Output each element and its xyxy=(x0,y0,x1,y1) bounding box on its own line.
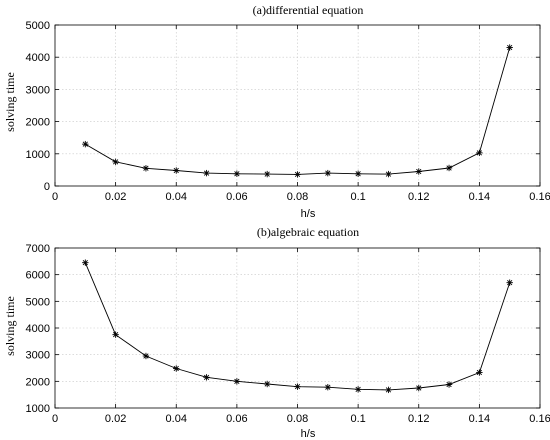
data-point-marker xyxy=(415,384,422,392)
y-tick-label: 2000 xyxy=(26,376,50,388)
chart-algebraic-equation: (b)algebraic equation solving time h/s 0… xyxy=(3,225,550,440)
data-point-marker xyxy=(476,369,483,376)
x-axis-label: h/s xyxy=(301,208,316,220)
y-tick-label: 1000 xyxy=(26,403,50,415)
y-tick-label: 0 xyxy=(44,181,50,193)
data-point-marker xyxy=(324,169,332,177)
data-point-marker xyxy=(506,44,513,51)
y-tick-label: 4000 xyxy=(26,323,50,335)
data-point-marker xyxy=(203,374,210,381)
data-series xyxy=(82,259,513,394)
x-tick-label: 0.1 xyxy=(350,191,365,203)
data-point-marker xyxy=(233,378,241,385)
tick-labels: 0 0.02 0.04 0.06 0.08 0.1 0.12 0.14 0.16 0 1000 200… xyxy=(26,20,550,203)
y-tick-label: 5000 xyxy=(26,20,50,32)
x-tick-label: 0 xyxy=(52,413,58,425)
data-point-marker xyxy=(112,158,119,166)
data-point-marker xyxy=(263,380,271,388)
data-point-marker xyxy=(233,170,241,177)
y-axis-label: solving time xyxy=(3,296,17,356)
data-series xyxy=(82,44,513,178)
data-point-marker xyxy=(445,164,453,172)
data-point-marker xyxy=(354,386,362,393)
y-tick-label: 4000 xyxy=(26,52,50,64)
x-tick-label: 0.06 xyxy=(226,191,247,203)
x-tick-label: 0.14 xyxy=(469,413,490,425)
y-tick-label: 2000 xyxy=(26,117,50,129)
y-axis-label: solving time xyxy=(3,72,17,132)
grid-lines xyxy=(55,25,540,186)
data-point-marker xyxy=(506,279,513,286)
y-tick-label: 7000 xyxy=(26,243,50,255)
data-point-marker xyxy=(112,331,119,338)
y-tick-label: 5000 xyxy=(26,296,50,308)
x-tick-label: 0.08 xyxy=(287,413,308,425)
y-tick-label: 1000 xyxy=(26,149,50,161)
data-point-marker xyxy=(476,149,483,157)
x-tick-label: 0.16 xyxy=(529,191,550,203)
data-point-marker xyxy=(354,170,362,177)
y-tick-label: 3000 xyxy=(26,350,50,362)
x-tick-label: 0 xyxy=(52,191,58,203)
x-tick-label: 0.02 xyxy=(105,191,126,203)
x-tick-label: 0.16 xyxy=(529,413,550,425)
x-tick-label: 0.14 xyxy=(469,191,490,203)
data-point-marker xyxy=(142,352,150,360)
data-point-marker xyxy=(173,365,180,372)
x-tick-label: 0.04 xyxy=(166,413,187,425)
data-point-marker xyxy=(203,169,210,177)
chart-title: (a)differential equation xyxy=(253,3,364,17)
x-tick-label: 0.04 xyxy=(166,191,187,203)
x-tick-label: 0.12 xyxy=(408,413,429,425)
y-tick-label: 6000 xyxy=(26,270,50,282)
data-point-marker xyxy=(173,167,180,174)
x-tick-label: 0.08 xyxy=(287,191,308,203)
chart-differential-equation: (a)differential equation solving time h/… xyxy=(3,3,550,220)
data-point-marker xyxy=(82,140,89,148)
chart-title: (b)algebraic equation xyxy=(257,225,359,239)
data-point-marker xyxy=(82,259,89,266)
x-tick-label: 0.02 xyxy=(105,413,126,425)
data-point-marker xyxy=(385,386,392,394)
tick-labels: 0 0.02 0.04 0.06 0.08 0.1 0.12 0.14 0.16 1000 2000… xyxy=(26,243,550,425)
data-point-marker xyxy=(142,165,150,172)
data-point-marker xyxy=(324,384,332,391)
data-point-marker xyxy=(294,383,301,390)
data-point-marker xyxy=(294,171,301,178)
y-tick-label: 3000 xyxy=(26,84,50,96)
data-point-marker xyxy=(263,170,271,178)
data-point-marker xyxy=(385,170,392,178)
x-tick-label: 0.06 xyxy=(226,413,247,425)
data-point-marker xyxy=(445,381,453,388)
x-tick-label: 0.1 xyxy=(350,413,365,425)
x-tick-label: 0.12 xyxy=(408,191,429,203)
data-point-marker xyxy=(415,168,422,175)
x-axis-label: h/s xyxy=(301,428,316,440)
